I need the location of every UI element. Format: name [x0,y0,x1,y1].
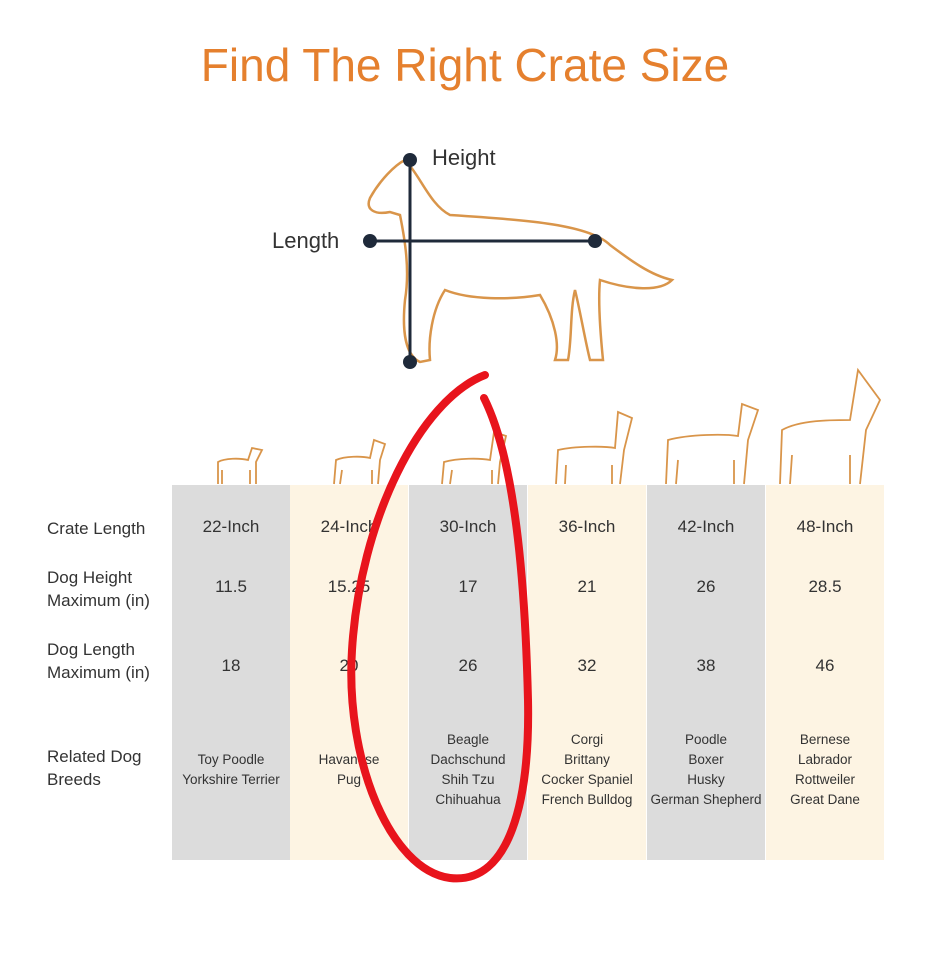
breed: French Bulldog [541,792,633,807]
height-label: Height [432,145,496,170]
column-cells: 30-Inch 17 26 Beagle Dachschund Shih Tzu Ch… [409,485,527,860]
length-left-marker [363,234,377,248]
dog-length-max: 38 [696,656,716,675]
breed: Toy Poodle [197,752,265,767]
dog-measurement-diagram [363,153,675,369]
breed: Pug [336,772,362,787]
related-breeds: Bernese Labrador Rottweiler Great Dane [766,730,884,810]
height-bottom-marker [403,355,417,369]
breed: Yorkshire Terrier [182,772,280,787]
breed: Shih Tzu [441,772,495,787]
crate-length: 24-Inch [320,517,378,536]
toy-dog-icon [217,446,264,484]
dog-height-max: 11.5 [215,577,247,596]
breed: Poodle [684,732,728,747]
breed: Dachschund [430,752,506,767]
breed: Great Dane [790,792,860,807]
giant-dog-icon [779,367,882,485]
breed: Beagle [446,732,490,747]
breed: Chihuahua [435,792,501,807]
column-30 [409,485,527,860]
breed: Husky [687,772,725,787]
dog-outline-icon [367,158,675,364]
related-breeds: Corgi Brittany Cocker Spaniel French Bulldo… [528,730,646,810]
crate-length: 22-Inch [202,517,260,536]
column-22 [172,485,290,860]
large-dog-icon [665,402,760,485]
dog-height-max: 28.5 [808,577,842,596]
breed: Bernese [799,732,851,747]
breed: Corgi [570,732,604,747]
column-cells: 22-Inch 11.5 18 Toy Poodle Yorkshire Terr… [172,485,290,860]
crate-length: 48-Inch [796,517,854,536]
row-label-breeds: Related Dog Breeds [47,747,142,789]
medium-dog-icon [555,410,634,485]
length-label: Length [272,228,340,253]
small-dog-icon [333,438,387,485]
related-breeds: Toy Poodle Yorkshire Terrier [172,750,290,790]
crate-length: 42-Inch [677,517,735,536]
dog-length-max: 32 [577,656,597,675]
breed: German Shepherd [650,792,762,807]
dog-length-max: 26 [458,656,478,675]
dog-size-icons [217,367,882,485]
dog-height-max: 21 [577,577,597,596]
length-right-marker [588,234,602,248]
column-48 [766,485,884,860]
breed: Rottweiler [794,772,856,787]
dog-length-max: 18 [221,656,241,675]
related-breeds: Poodle Boxer Husky German Shepherd [647,730,765,810]
row-label-dog-height: Dog Height Maximum (in) [47,568,150,610]
column-cells: 36-Inch 21 32 Corgi Brittany Cocker Spanie… [528,485,646,860]
breed: Labrador [797,752,853,767]
breed: Cocker Spaniel [541,772,633,787]
height-top-marker [403,153,417,167]
crate-length: 30-Inch [439,517,497,536]
dog-height-max: 17 [458,577,478,596]
row-label-crate-length: Crate Length [47,519,146,538]
row-label-dog-length: Dog Length Maximum (in) [47,640,150,682]
column-cells: 48-Inch 28.5 46 Bernese Labrador Rottweile… [766,485,884,860]
related-breeds: Beagle Dachschund Shih Tzu Chihuahua [409,730,527,810]
column-36 [528,485,646,860]
dog-length-max: 46 [815,656,835,675]
column-cells: 42-Inch 26 38 Poodle Boxer Husky German She… [647,485,765,860]
crate-length: 36-Inch [558,517,616,536]
dog-height-max: 26 [696,577,716,596]
column-42 [647,485,765,860]
page-title: Find The Right Crate Size [200,39,730,91]
breed: Boxer [688,752,724,767]
breed: Brittany [564,752,610,767]
